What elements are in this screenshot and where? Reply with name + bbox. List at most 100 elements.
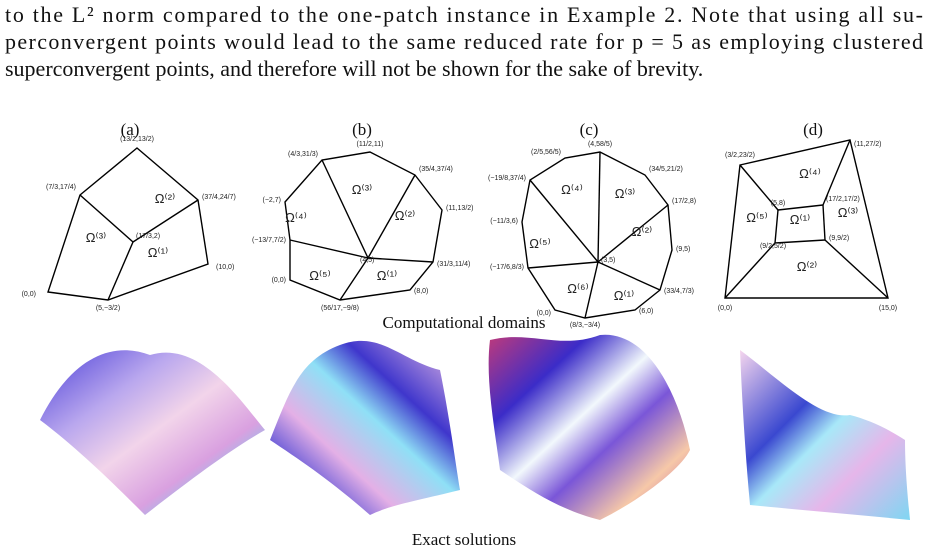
panel-label: (c) <box>580 120 599 139</box>
paragraph-line: perconvergent points would lead to the s… <box>5 29 923 54</box>
region-label: Ω⁽³⁾ <box>352 182 372 197</box>
interface-edge <box>529 179 599 263</box>
region-label: Ω⁽²⁾ <box>395 208 415 223</box>
solution-surfaces <box>40 334 910 520</box>
interface-edge <box>739 164 779 211</box>
interface-edge <box>79 194 134 243</box>
interface-edge <box>367 257 434 263</box>
panel: (c) (4,58/5) (34/5,21/2) (17/2,8) (9,5) (33/4… <box>488 120 696 329</box>
interface-edge <box>824 239 889 299</box>
region-label: Ω⁽¹⁾ <box>614 288 634 303</box>
region-label: Ω⁽²⁾ <box>155 191 175 206</box>
surface-c <box>488 334 690 520</box>
region-label: Ω⁽¹⁾ <box>377 268 397 283</box>
interface-edge <box>107 241 134 301</box>
interface-edge <box>822 204 826 241</box>
vertex-label: (6,0) <box>639 308 653 315</box>
vertex-label: (33/4,7/3) <box>664 288 694 295</box>
interface-edge <box>724 242 776 299</box>
vertex-label: (4,58/5) <box>588 141 612 148</box>
vertex-label: (37/4,24/7) <box>202 194 236 201</box>
vertex-label: (13/2,13/2) <box>120 136 154 143</box>
region-label: Ω⁽²⁾ <box>797 259 817 274</box>
panel-label: (b) <box>352 120 372 139</box>
vertex-label: (34/5,21/2) <box>649 166 683 173</box>
vertex-label: (11/2,11) <box>357 141 384 148</box>
interface-edge <box>527 261 599 269</box>
vertex-label: (11,13/2) <box>446 205 474 212</box>
vertex-label: (−17/6,8/3) <box>490 264 524 271</box>
region-label: Ω⁽¹⁾ <box>148 245 168 260</box>
vertex-label: (9/2,5/2) <box>760 243 786 250</box>
region-label: Ω⁽⁵⁾ <box>746 210 768 225</box>
region-label: Ω⁽⁵⁾ <box>529 236 551 251</box>
domain-boundary <box>47 147 209 301</box>
vertex-label: (9,5) <box>676 246 690 253</box>
vertex-label: (3,5) <box>601 257 615 264</box>
vertex-label: (8,0) <box>414 288 428 295</box>
interface-edge <box>822 139 851 206</box>
vertex-label: (2/5,56/5) <box>531 149 561 156</box>
region-label: Ω⁽⁶⁾ <box>567 281 588 296</box>
vertex-label: (9,9/2) <box>829 235 849 242</box>
interface-edge <box>777 204 824 211</box>
region-label: Ω⁽⁵⁾ <box>309 268 331 283</box>
region-label: Ω⁽³⁾ <box>838 205 858 220</box>
paragraph: to the L² norm compared to the one-patch… <box>5 2 923 81</box>
vertex-label: (15,0) <box>879 305 897 312</box>
domains-caption: Computational domains <box>383 313 546 332</box>
interface-edge <box>339 257 369 301</box>
interface-edge <box>584 261 599 319</box>
vertex-label: (35/4,37/4) <box>419 166 453 173</box>
interface-edge <box>321 159 369 259</box>
vertex-label: (5,8) <box>771 200 785 207</box>
interface-edge <box>289 239 369 259</box>
vertex-label: (0,0) <box>718 305 732 312</box>
vertex-label: (31/3,11/4) <box>437 261 470 268</box>
vertex-label: (56/17,−9/8) <box>321 305 359 312</box>
region-label: Ω⁽¹⁾ <box>790 212 810 227</box>
interface-edge <box>597 204 669 263</box>
vertex-label: (0,0) <box>272 277 286 284</box>
paragraph-line: to the L² norm compared to the one-patch… <box>5 2 923 27</box>
vertex-label: (4/3,31/3) <box>288 151 318 158</box>
region-label: Ω⁽⁴⁾ <box>285 210 307 225</box>
surface-a <box>40 350 265 515</box>
vertex-label: (−13/7,7/2) <box>252 237 286 244</box>
vertex-label: (−2,7) <box>263 197 281 204</box>
vertex-label: (0,0) <box>22 291 36 298</box>
panel: (b) (11/2,11) (35/4,37/4) (11,13/2) (31/3,11… <box>252 120 474 312</box>
interface-edge <box>132 199 199 243</box>
region-label: Ω⁽²⁾ <box>632 224 652 239</box>
vertex-label: (8/3,−3/4) <box>570 322 600 329</box>
panel: (a) (0,0) (5,−3/2) (10,0) (37/4,24/7) (13/2,1… <box>22 120 236 312</box>
vertex-label: (−19/8,37/4) <box>488 175 526 182</box>
interface-edge <box>597 151 601 263</box>
vertex-label: (17/2,17/2) <box>826 196 860 203</box>
vertex-label: (4,5) <box>360 257 374 264</box>
region-label: Ω⁽³⁾ <box>86 230 106 245</box>
vertex-label: (7/3,17/4) <box>46 184 76 191</box>
vertex-label: (11,27/2) <box>854 141 882 148</box>
panel-label: (d) <box>803 120 823 139</box>
surface-d <box>740 350 910 520</box>
vertex-label: (17/3,2) <box>136 233 160 240</box>
interface-edge <box>597 261 661 291</box>
interface-edge <box>774 209 779 244</box>
figure: (a) (0,0) (5,−3/2) (10,0) (37/4,24/7) (13/2,1… <box>22 120 898 329</box>
region-label: Ω⁽³⁾ <box>615 186 635 201</box>
interface-edge <box>774 239 826 244</box>
region-label: Ω⁽⁴⁾ <box>561 182 583 197</box>
panel: (d) (3/2,23/2) (11,27/2) (15,0) (0,0) (5,8) (1… <box>718 120 897 312</box>
vertex-label: (3/2,23/2) <box>725 152 755 159</box>
region-label: Ω⁽⁴⁾ <box>799 166 821 181</box>
solutions-caption: Exact solutions <box>412 530 516 549</box>
vertex-label: (0,0) <box>537 310 551 317</box>
panel-label: (a) <box>121 120 140 139</box>
vertex-label: (−11/3,6) <box>490 218 518 225</box>
vertex-label: (5,−3/2) <box>96 305 120 312</box>
interface-edge <box>367 174 416 259</box>
vertex-label: (10,0) <box>216 264 234 271</box>
vertex-label: (17/2,8) <box>672 198 696 205</box>
